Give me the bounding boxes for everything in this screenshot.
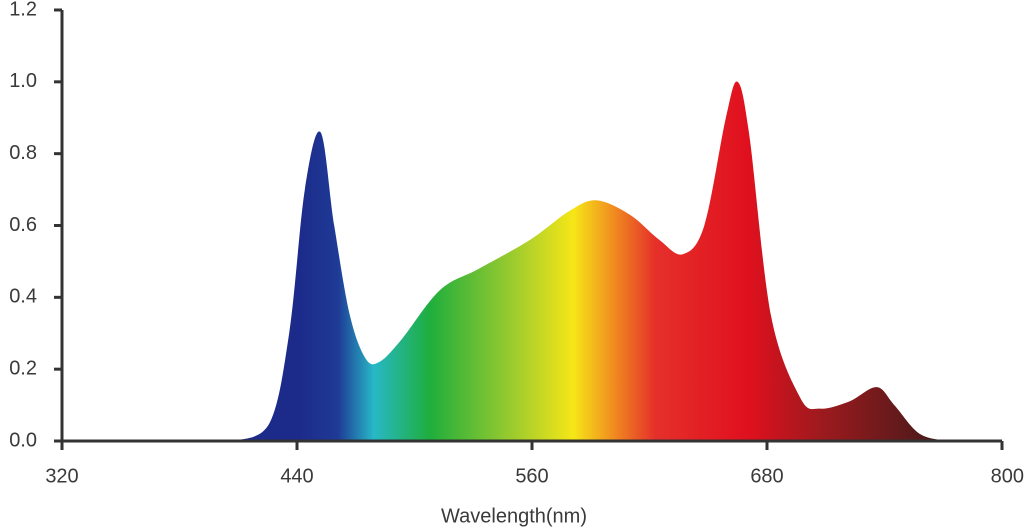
- x-tick-label: 320: [45, 465, 78, 487]
- y-tick-label: 0.6: [9, 214, 37, 236]
- y-tick-label: 0.8: [9, 142, 37, 164]
- x-tick-label: 800: [991, 465, 1024, 487]
- x-tick-label: 680: [750, 465, 783, 487]
- x-tick-label: 560: [515, 465, 548, 487]
- spectrum-area: [234, 81, 950, 441]
- x-tick-label: 440: [280, 465, 313, 487]
- y-tick-label: 1.2: [9, 0, 37, 20]
- y-tick-label: 1.0: [9, 70, 37, 92]
- y-tick-label: 0.2: [9, 357, 37, 379]
- x-axis-label: Wavelength(nm): [441, 505, 587, 527]
- y-tick-label: 0.4: [9, 286, 37, 308]
- y-tick-label: 0.0: [9, 429, 37, 451]
